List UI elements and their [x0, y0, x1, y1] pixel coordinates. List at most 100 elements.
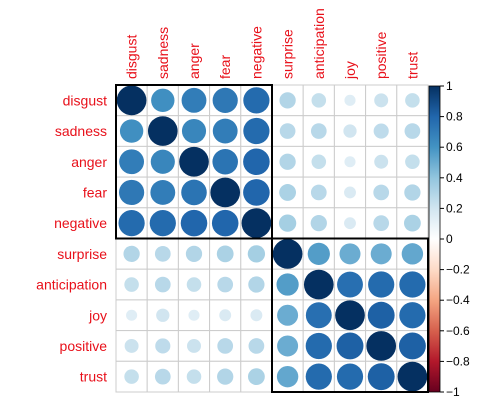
correlation-circle [243, 148, 270, 176]
correlation-circle [303, 269, 334, 300]
correlation-circle [403, 214, 421, 232]
color-legend: 1 0.8 0.6 0.4 0.2 0 −0.2 −0.4 −0.6 −0.8 −1 [428, 79, 470, 399]
correlation-circle [367, 301, 395, 329]
column-label: disgust [124, 35, 140, 79]
color-legend-tick-label: 0.6 [446, 140, 463, 154]
correlation-circle [404, 123, 421, 139]
correlation-circle [278, 214, 297, 232]
correlation-circle [336, 332, 364, 360]
correlation-circle [241, 208, 272, 238]
correlation-circle [119, 149, 145, 175]
correlation-circle [311, 93, 327, 108]
cluster-boxes [115, 84, 429, 393]
grid-cell [396, 145, 429, 178]
color-legend-tick-label: 0 [446, 232, 453, 246]
correlation-circle [179, 146, 209, 177]
correlation-circle [247, 368, 265, 386]
row-label: disgust [63, 92, 107, 108]
row-label: sadness [55, 123, 107, 139]
column-label: anticipation [311, 8, 327, 79]
row-label: fear [83, 184, 107, 200]
column-label: negative [248, 26, 264, 79]
correlation-circles [116, 85, 428, 392]
grid-cell [333, 84, 367, 117]
correlation-circle [118, 179, 145, 206]
correlation-circle [373, 123, 389, 139]
correlation-circle [219, 309, 232, 322]
correlation-circle [154, 276, 171, 293]
correlation-circle [181, 179, 207, 206]
column-label: sadness [155, 27, 171, 79]
correlation-circle [243, 87, 270, 114]
column-label: trust [404, 52, 420, 79]
column-label: surprise [280, 29, 296, 79]
correlation-circle [154, 368, 171, 385]
correlation-circle [116, 85, 147, 116]
column-label: joy [342, 61, 358, 80]
color-legend-tick-label: −1 [446, 385, 460, 399]
correlation-circle [247, 245, 266, 263]
row-label: positive [60, 338, 108, 354]
correlation-circle [277, 304, 299, 326]
correlation-circle [186, 277, 202, 292]
color-legend-tick-label: −0.4 [446, 293, 470, 307]
correlation-circle [150, 149, 175, 174]
correlation-circle [248, 276, 265, 293]
correlation-circle [305, 363, 332, 390]
correlation-circle [123, 245, 140, 262]
correlation-circle [368, 271, 395, 298]
correlation-circle [279, 153, 296, 170]
correlation-circle [374, 154, 389, 169]
correlation-circle [276, 273, 299, 296]
correlation-circle [212, 118, 238, 144]
correlation-circle [217, 368, 234, 385]
correlation-circle [311, 154, 327, 170]
correlation-circle [147, 116, 178, 146]
correlation-circle [344, 186, 356, 199]
correlation-circle [367, 363, 395, 391]
correlation-circle [150, 180, 176, 205]
correlation-circle [404, 184, 421, 201]
correlation-circle [156, 308, 170, 322]
correlation-circle [210, 177, 241, 208]
correlation-circle [118, 210, 145, 237]
color-legend-tick-label: 0.8 [446, 110, 463, 124]
column-label: fear [217, 55, 233, 79]
correlation-circle [155, 338, 171, 354]
correlation-circle [336, 363, 364, 390]
color-legend-tick-label: −0.2 [446, 263, 470, 277]
correlation-circle [310, 184, 327, 201]
correlation-circle [248, 338, 265, 354]
correlation-circle [366, 331, 397, 361]
color-legend-tick-label: −0.8 [446, 354, 470, 368]
row-labels: disgust sadness anger fear negative surprise a… [36, 92, 107, 384]
correlation-circle [212, 148, 238, 175]
row-label: anticipation [36, 277, 107, 293]
correlation-circle [305, 332, 332, 360]
correlation-circle [217, 276, 234, 293]
correlation-circle [373, 215, 390, 232]
correlation-circle [344, 156, 356, 168]
cluster-box [271, 237, 429, 393]
correlation-circle [398, 332, 426, 360]
correlation-circle [307, 242, 330, 265]
correlation-circle [211, 209, 239, 237]
correlation-circle [305, 302, 332, 329]
correlation-circle [212, 87, 238, 113]
color-legend-tick-label: 1 [446, 79, 453, 93]
correlation-circle [310, 123, 327, 139]
correlation-circle [181, 87, 207, 113]
correlation-circle [276, 365, 299, 388]
cluster-box [115, 84, 273, 240]
correlation-circle [335, 300, 365, 331]
correlation-circle [343, 124, 357, 138]
correlation-circle [243, 179, 270, 206]
correlation-circle [399, 271, 426, 298]
correlation-circle [339, 243, 361, 265]
color-legend-bar [428, 85, 441, 393]
correlation-circle [188, 309, 200, 321]
correlation-circle [124, 338, 139, 353]
correlation-circle [126, 309, 138, 321]
color-legend-tick-label: 0.4 [446, 171, 463, 185]
color-legend-ticks: 1 0.8 0.6 0.4 0.2 0 −0.2 −0.4 −0.6 −0.8 −1 [440, 79, 470, 399]
